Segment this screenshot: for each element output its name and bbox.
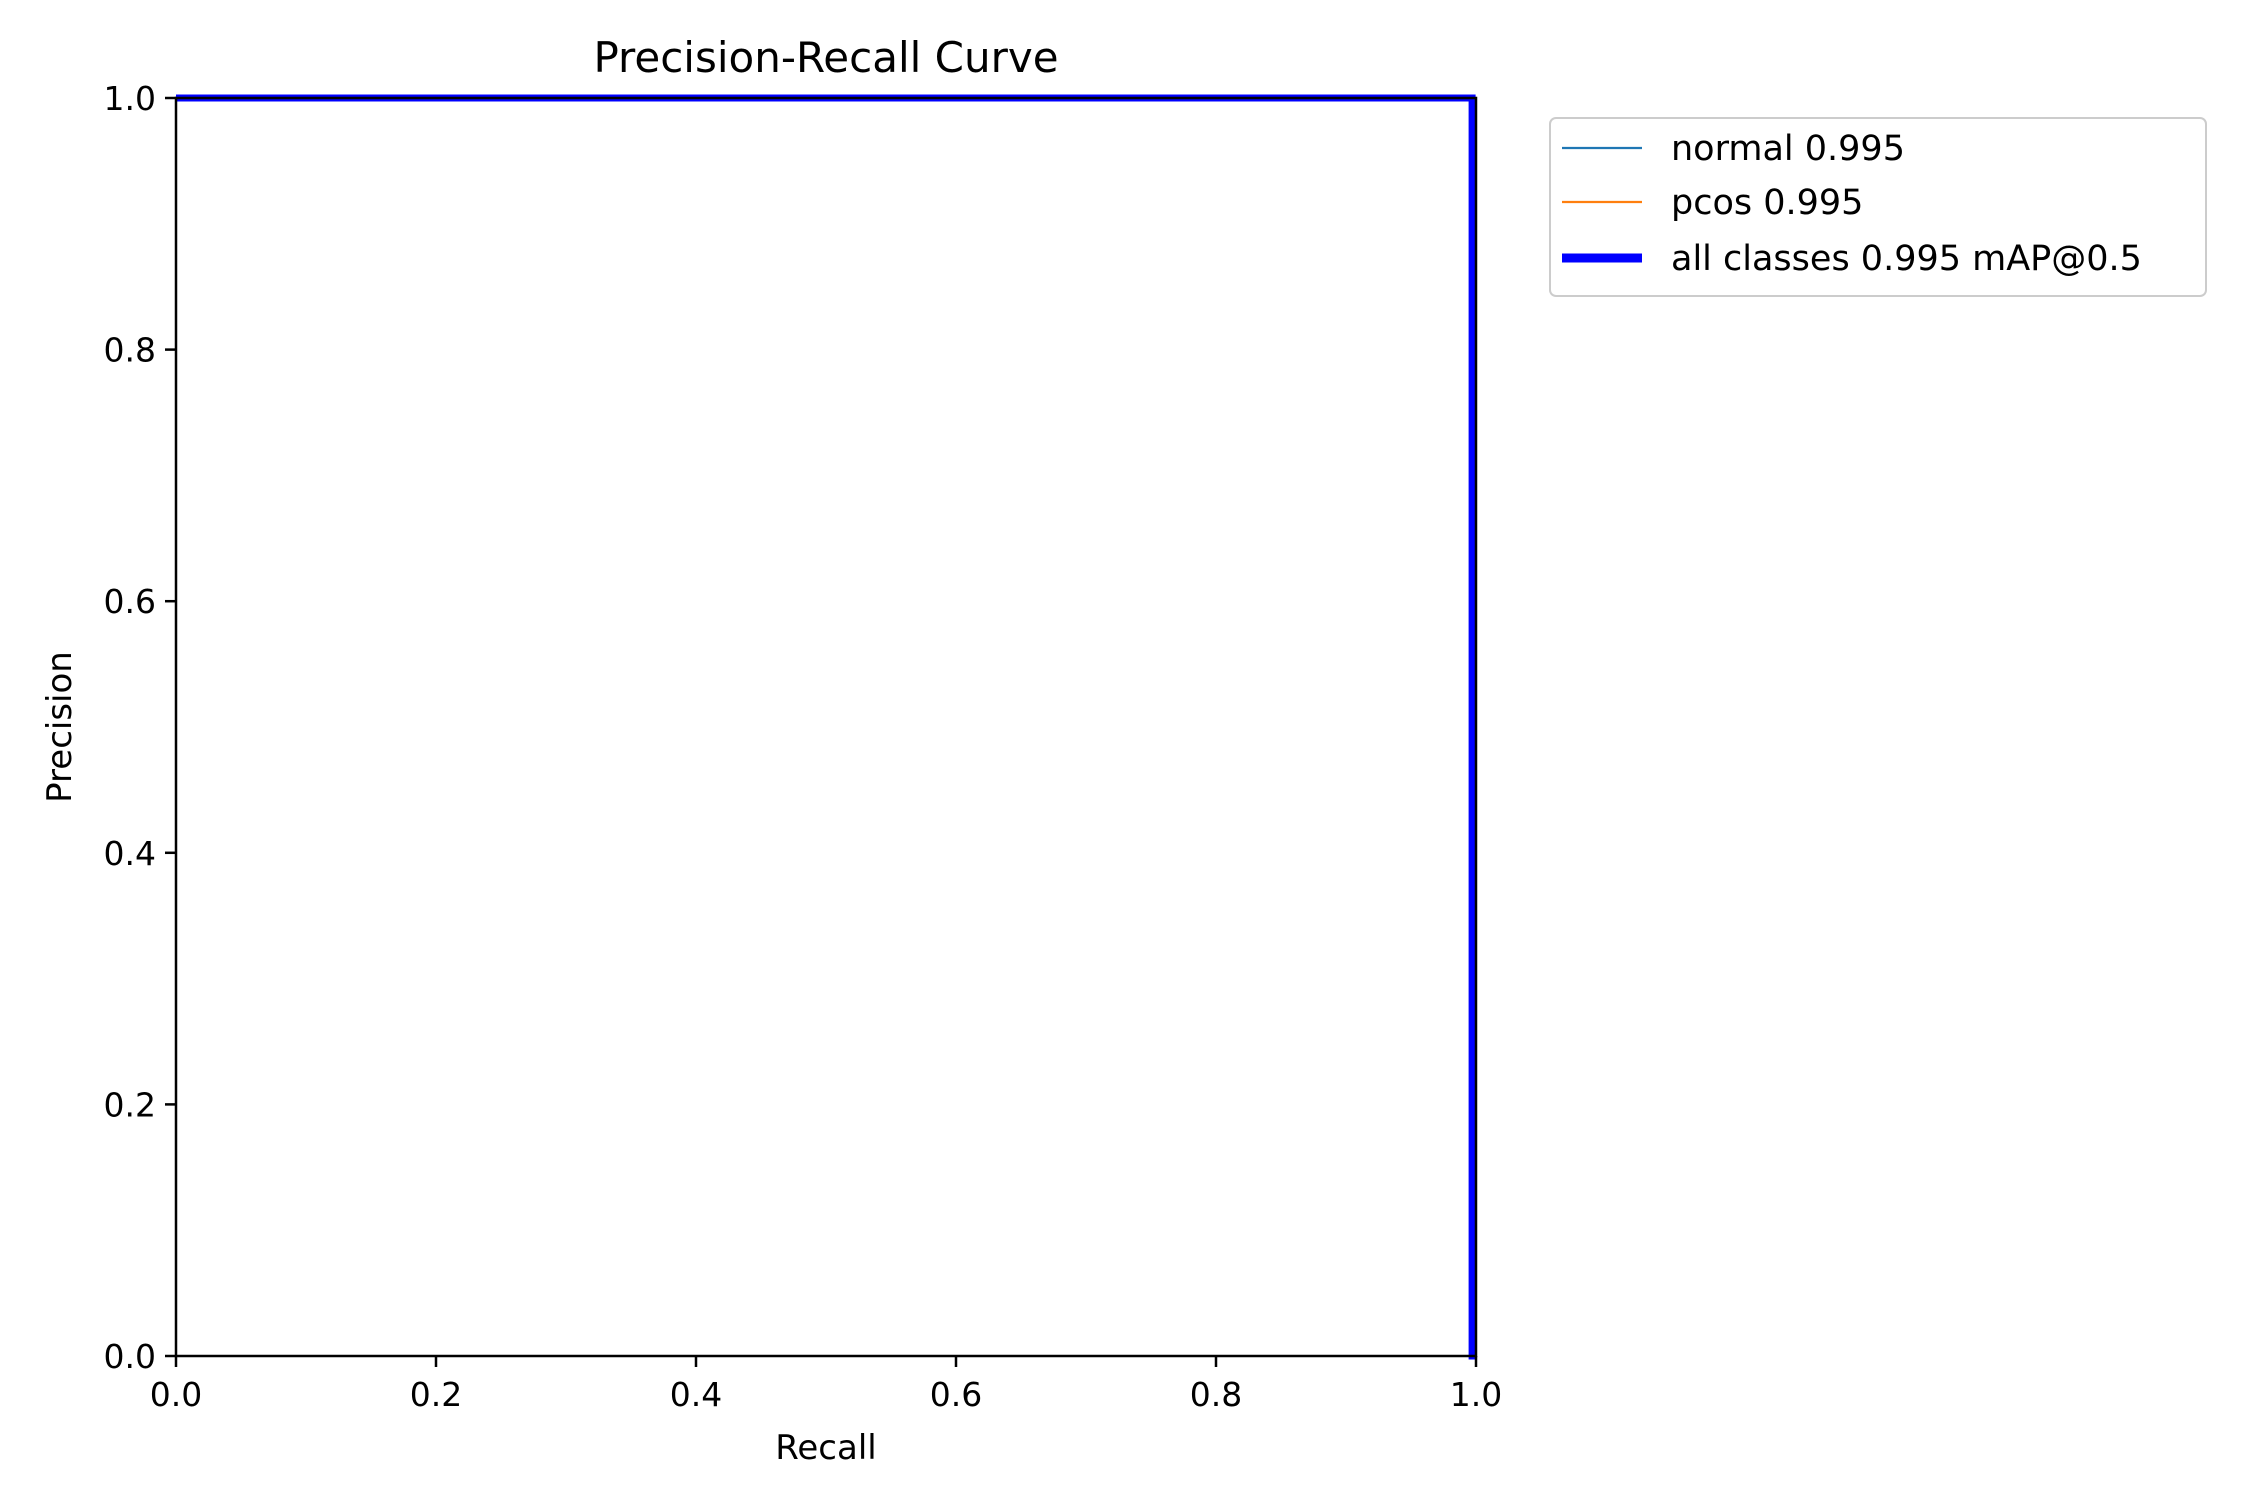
legend: normal 0.995 pcos 0.995 all classes 0.995 … [1549,117,2207,297]
plot-area [176,98,1476,1356]
x-tick-label: 0.8 [1190,1375,1242,1414]
y-tick-label: 1.0 [104,79,156,118]
x-tick-label: 0.4 [670,1375,722,1414]
axes-frame [174,96,1478,1358]
x-axis-ticks: 0.0 0.2 0.4 0.6 0.8 1.0 [150,1356,1502,1414]
chart-title: Precision-Recall Curve [593,33,1058,82]
legend-label-0: normal 0.995 [1671,129,1905,169]
y-tick-label: 0.2 [104,1085,156,1124]
legend-frame [1549,117,2207,297]
y-tick-label: 0.0 [104,1337,156,1376]
y-tick-label: 0.6 [104,582,156,621]
legend-label-2: all classes 0.995 mAP@0.5 [1671,239,2142,279]
x-tick-label: 0.2 [410,1375,462,1414]
axes-background [176,98,1476,1356]
legend-label-1: pcos 0.995 [1671,183,1863,223]
x-axis-label: Recall [775,1428,876,1468]
y-tick-label: 0.8 [104,331,156,370]
x-tick-label: 1.0 [1450,1375,1502,1414]
x-tick-label: 0.6 [930,1375,982,1414]
y-axis-label: Precision [40,651,80,803]
y-tick-label: 0.4 [104,834,156,873]
y-axis-ticks: 0.0 0.2 0.4 0.6 0.8 1.0 [104,79,176,1376]
x-tick-label: 0.0 [150,1375,202,1414]
